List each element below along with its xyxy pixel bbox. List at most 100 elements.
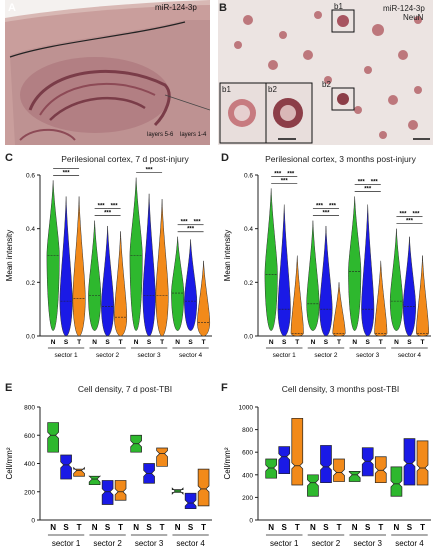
group-label: T <box>77 339 81 346</box>
sector-label: sector 4 <box>398 352 422 359</box>
panel-a-label: A <box>8 2 16 14</box>
sector-label: sector 4 <box>179 352 203 359</box>
significance-stars: *** <box>287 171 295 177</box>
violin-S <box>101 225 115 337</box>
y-tick-label: 1000 <box>239 405 254 412</box>
group-label: S <box>105 523 111 532</box>
violin-T <box>114 231 128 337</box>
group-label: T <box>295 339 299 346</box>
violin-N <box>389 228 403 331</box>
sector-label: sector 2 <box>96 352 120 359</box>
group-label: S <box>105 339 110 346</box>
group-label: T <box>77 523 82 532</box>
box-N <box>47 422 59 453</box>
inset-box-label: b2 <box>322 80 331 89</box>
sector-label: sector 1 <box>52 539 81 548</box>
violin-N <box>348 196 362 331</box>
group-label: S <box>282 523 288 532</box>
sector-label: sector 2 <box>314 352 338 359</box>
y-tick-label: 0 <box>31 518 35 525</box>
group-label: T <box>295 523 300 532</box>
violin-N <box>46 180 60 331</box>
group-label: T <box>160 523 165 532</box>
box-T <box>197 468 210 507</box>
significance-stars: *** <box>56 167 64 169</box>
box-T <box>291 417 304 486</box>
box-T <box>333 458 345 482</box>
violin-N <box>129 177 143 331</box>
group-label: N <box>310 523 316 532</box>
group-label: N <box>133 523 139 532</box>
significance-stars: *** <box>274 171 282 177</box>
significance-stars: *** <box>63 170 71 176</box>
panel-a-micrograph: A miR-124-3p layers 5-6 layers 1-4 <box>5 0 210 145</box>
sector-label: sector 1 <box>273 352 297 359</box>
panel-e-label: E <box>5 382 13 394</box>
y-axis-label: Mean intensity <box>223 230 232 282</box>
panel-c-title: Perilesional cortex, 7 d post-injury <box>61 154 189 164</box>
panel-e: E Cell density, 7 d post-TBI 0 200 400 600 8… <box>0 380 218 550</box>
brain-section-image <box>5 0 210 145</box>
y-tick-label: 0.6 <box>26 173 35 180</box>
violin-N <box>306 220 320 331</box>
violin-T <box>290 255 304 337</box>
y-axis-label: Cell/mm² <box>5 447 14 479</box>
box-S <box>101 480 114 505</box>
y-tick-label: 0.0 <box>244 334 253 341</box>
panel-b-micrograph: B miR-124-3p NeuN b1 b2 b1 b2 <box>218 0 433 145</box>
stain-label: miR-124-3p <box>155 3 197 12</box>
group-label: S <box>407 339 412 346</box>
sector-label: sector 1 <box>55 352 79 359</box>
y-tick-label: 400 <box>24 461 35 468</box>
group-label: T <box>337 523 342 532</box>
panel-d-title: Perilesional cortex, 3 months post-injur… <box>265 154 416 164</box>
violin-T <box>374 260 388 337</box>
violin-T <box>197 260 211 337</box>
significance-stars: *** <box>187 227 195 233</box>
violin-N <box>264 188 278 331</box>
box-S <box>60 454 72 480</box>
panel-c-label: C <box>5 152 13 164</box>
box-T <box>416 440 429 486</box>
panel-f-title: Cell density, 3 months post-TBI <box>281 384 400 394</box>
group-label: T <box>118 523 123 532</box>
violin-S <box>142 193 156 337</box>
significance-stars: *** <box>358 179 366 185</box>
y-tick-label: 400 <box>242 472 253 479</box>
group-label: S <box>188 339 193 346</box>
group-label: N <box>92 339 97 346</box>
sector-label: sector 3 <box>138 352 162 359</box>
significance-stars: *** <box>406 219 414 225</box>
box-S <box>320 445 332 484</box>
sector-label: sector 1 <box>270 539 299 548</box>
sector-label: sector 3 <box>135 539 164 548</box>
y-tick-label: 0.2 <box>26 280 35 287</box>
significance-stars: *** <box>399 212 407 218</box>
box-N <box>307 474 319 497</box>
significance-stars: *** <box>181 220 189 226</box>
group-label: T <box>201 523 206 532</box>
significance-stars: *** <box>98 204 106 210</box>
group-label: N <box>352 523 358 532</box>
sector-label: sector 4 <box>395 539 424 548</box>
significance-stars: *** <box>316 204 324 210</box>
y-tick-label: 600 <box>242 450 253 457</box>
group-label: N <box>394 339 399 346</box>
zoom-inset-label: b1 <box>222 85 231 94</box>
y-tick-label: 200 <box>24 489 35 496</box>
group-label: N <box>175 339 180 346</box>
violin-S <box>277 204 291 337</box>
y-tick-label: 800 <box>242 427 253 434</box>
group-label: S <box>407 523 413 532</box>
group-label: S <box>188 523 194 532</box>
box-T <box>156 447 168 467</box>
panel-d: D Perilesional cortex, 3 months post-inj… <box>218 150 437 362</box>
box-S <box>361 447 374 477</box>
significance-stars: *** <box>322 211 330 217</box>
stain-label: miR-124-3p <box>383 4 425 13</box>
group-label: S <box>324 339 329 346</box>
group-label: T <box>119 339 123 346</box>
